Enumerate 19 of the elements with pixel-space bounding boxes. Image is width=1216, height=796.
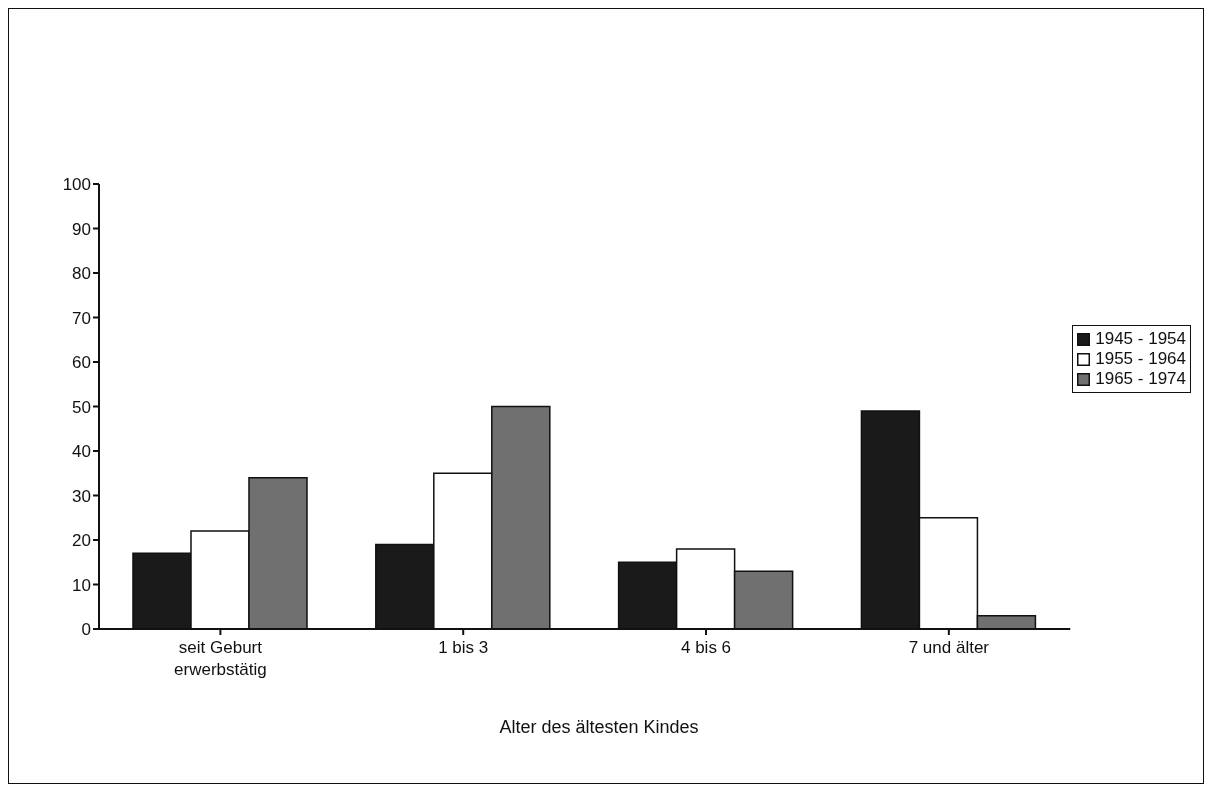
x-tick-label: seit Geburt erwerbstätig <box>174 638 267 679</box>
x-tick-label: 7 und älter <box>908 638 990 657</box>
x-axis-title: Alter des ältesten Kindes <box>498 717 700 738</box>
legend-label: 1945 - 1954 <box>1095 329 1186 349</box>
y-tick-label: 100 <box>62 175 91 195</box>
y-tick-label: 20 <box>72 531 91 551</box>
y-tick-label: 30 <box>72 486 91 506</box>
y-tick-label: 10 <box>72 575 91 595</box>
y-tick-label: 90 <box>72 219 91 239</box>
y-tick-label: 60 <box>72 353 91 373</box>
y-tick-label: 50 <box>72 397 91 417</box>
legend-label: 1955 - 1964 <box>1095 349 1186 369</box>
y-tick-label: 70 <box>72 308 91 328</box>
x-tick-label: 1 bis 3 <box>438 638 489 657</box>
x-tick-label: 4 bis 6 <box>680 638 732 657</box>
y-tick-label: 40 <box>72 442 91 462</box>
y-tick-label: 0 <box>81 620 91 640</box>
y-tick-label: 80 <box>72 264 91 284</box>
legend-label: 1965 - 1974 <box>1095 369 1186 389</box>
